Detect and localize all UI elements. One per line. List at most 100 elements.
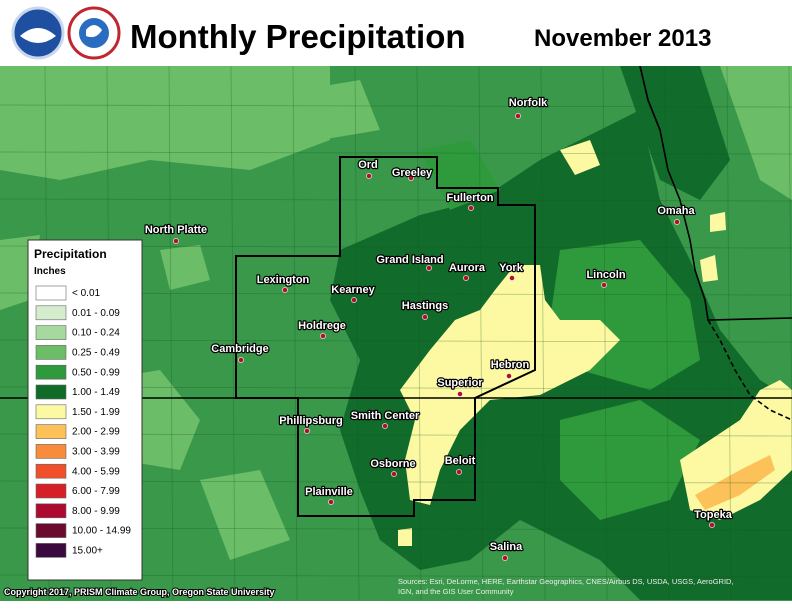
city-dot xyxy=(502,555,508,561)
legend-swatch xyxy=(35,404,67,420)
city-dot xyxy=(282,287,288,293)
region-outline xyxy=(235,156,536,517)
legend-units: Inches xyxy=(34,266,66,277)
county-line xyxy=(168,66,174,601)
legend-swatch xyxy=(35,444,67,459)
legend-label: 1.50 - 1.99 xyxy=(72,407,120,418)
city-dot xyxy=(304,428,310,434)
city-dot xyxy=(238,357,244,363)
city-label: Hebron xyxy=(491,359,530,371)
legend-swatch xyxy=(35,523,67,538)
legend-title: Precipitation xyxy=(34,247,107,261)
city-dot xyxy=(408,175,414,181)
city-label: Osborne xyxy=(370,458,415,470)
city-label: Fullerton xyxy=(446,192,493,204)
legend-label: 0.10 - 0.24 xyxy=(72,328,120,339)
city-dot xyxy=(509,275,515,281)
map-title: Monthly Precipitation xyxy=(130,18,466,55)
city-dot xyxy=(463,275,469,281)
nws-logo-swirl xyxy=(86,25,102,38)
county-lines xyxy=(0,66,792,601)
legend-label: 1.00 - 1.49 xyxy=(72,387,120,398)
legend-label: 2.00 - 2.99 xyxy=(72,427,120,438)
legend-label: 10.00 - 14.99 xyxy=(72,526,131,537)
city-label: Phillipsburg xyxy=(279,415,343,427)
city-dot xyxy=(506,373,512,379)
legend-swatch xyxy=(35,503,67,519)
city-label: Plainville xyxy=(305,486,353,498)
city-label: Salina xyxy=(490,541,523,553)
legend-swatch xyxy=(35,463,67,479)
noaa-logo-bird xyxy=(20,28,56,43)
legend-swatch xyxy=(35,543,67,558)
county-line xyxy=(540,66,546,601)
legend-label: 6.00 - 7.99 xyxy=(72,486,120,497)
city-dot xyxy=(674,219,680,225)
legend-swatch xyxy=(35,483,67,499)
city-label: Ord xyxy=(358,159,378,171)
city-label: Superior xyxy=(437,377,483,389)
attribution-line: IGN, and the GIS User Community xyxy=(398,587,514,596)
city-label: Lincoln xyxy=(586,269,625,281)
county-line xyxy=(0,151,792,155)
legend-swatch xyxy=(35,364,67,380)
legend-swatch xyxy=(35,325,67,340)
city-dot xyxy=(426,265,432,271)
map-date: November 2013 xyxy=(534,25,711,52)
city-label: York xyxy=(499,262,524,274)
city-dot xyxy=(320,333,326,339)
city-layer: Norfolk Ord Greeley Fullerton Omaha North Pla… xyxy=(144,96,734,561)
legend-label: 3.00 - 3.99 xyxy=(72,447,120,458)
city-label: Topeka xyxy=(694,509,733,521)
city-dot xyxy=(351,297,357,303)
county-line xyxy=(0,104,792,108)
legend-swatch xyxy=(35,305,67,321)
legend-label: 0.25 - 0.49 xyxy=(72,348,120,359)
county-line xyxy=(788,66,792,520)
legend: Precipitation Inches < 0.01 0.01 - 0.09 0.… xyxy=(27,239,143,581)
legend-swatch xyxy=(35,424,67,439)
attribution-line: Sources: Esri, DeLorme, HERE, Earthstar … xyxy=(398,577,734,586)
legend-label: 8.00 - 9.99 xyxy=(72,506,120,517)
city-label: Omaha xyxy=(657,205,695,217)
county-line xyxy=(354,66,360,601)
county-line xyxy=(292,66,298,601)
city-dot xyxy=(328,499,334,505)
city-dot xyxy=(391,471,397,477)
county-line xyxy=(0,198,792,202)
city-dot xyxy=(515,113,521,119)
city-dot xyxy=(366,173,372,179)
city-label: Grand Island xyxy=(376,254,443,266)
city-label: Cambridge xyxy=(211,343,268,355)
city-label: Norfolk xyxy=(509,97,548,109)
city-label: North Platte xyxy=(145,224,207,236)
county-line xyxy=(726,66,732,601)
city-label: Holdrege xyxy=(298,320,346,332)
county-line xyxy=(602,66,608,601)
city-dot xyxy=(709,522,715,528)
city-dot xyxy=(601,282,607,288)
city-dot xyxy=(456,469,462,475)
legend-swatch xyxy=(35,285,67,301)
logos xyxy=(11,6,121,60)
city-label: Kearney xyxy=(331,284,375,296)
legend-swatch xyxy=(35,345,67,360)
city-label: Aurora xyxy=(449,262,486,274)
city-dot xyxy=(468,205,474,211)
city-label: Greeley xyxy=(392,167,433,179)
legend-label: 15.00+ xyxy=(72,546,103,557)
city-dot xyxy=(457,391,463,397)
city-label: Hastings xyxy=(402,300,448,312)
yellow-regions xyxy=(398,140,792,546)
city-dot xyxy=(382,423,388,429)
city-dot xyxy=(173,238,179,244)
county-line xyxy=(230,66,236,601)
legend-label: 4.00 - 5.99 xyxy=(72,466,120,477)
legend-label: 0.01 - 0.09 xyxy=(72,308,120,319)
county-line xyxy=(478,66,484,601)
city-label: Smith Center xyxy=(351,410,420,422)
city-dot xyxy=(422,314,428,320)
legend-label: 0.50 - 0.99 xyxy=(72,367,120,378)
city-label: Lexington xyxy=(257,274,310,286)
